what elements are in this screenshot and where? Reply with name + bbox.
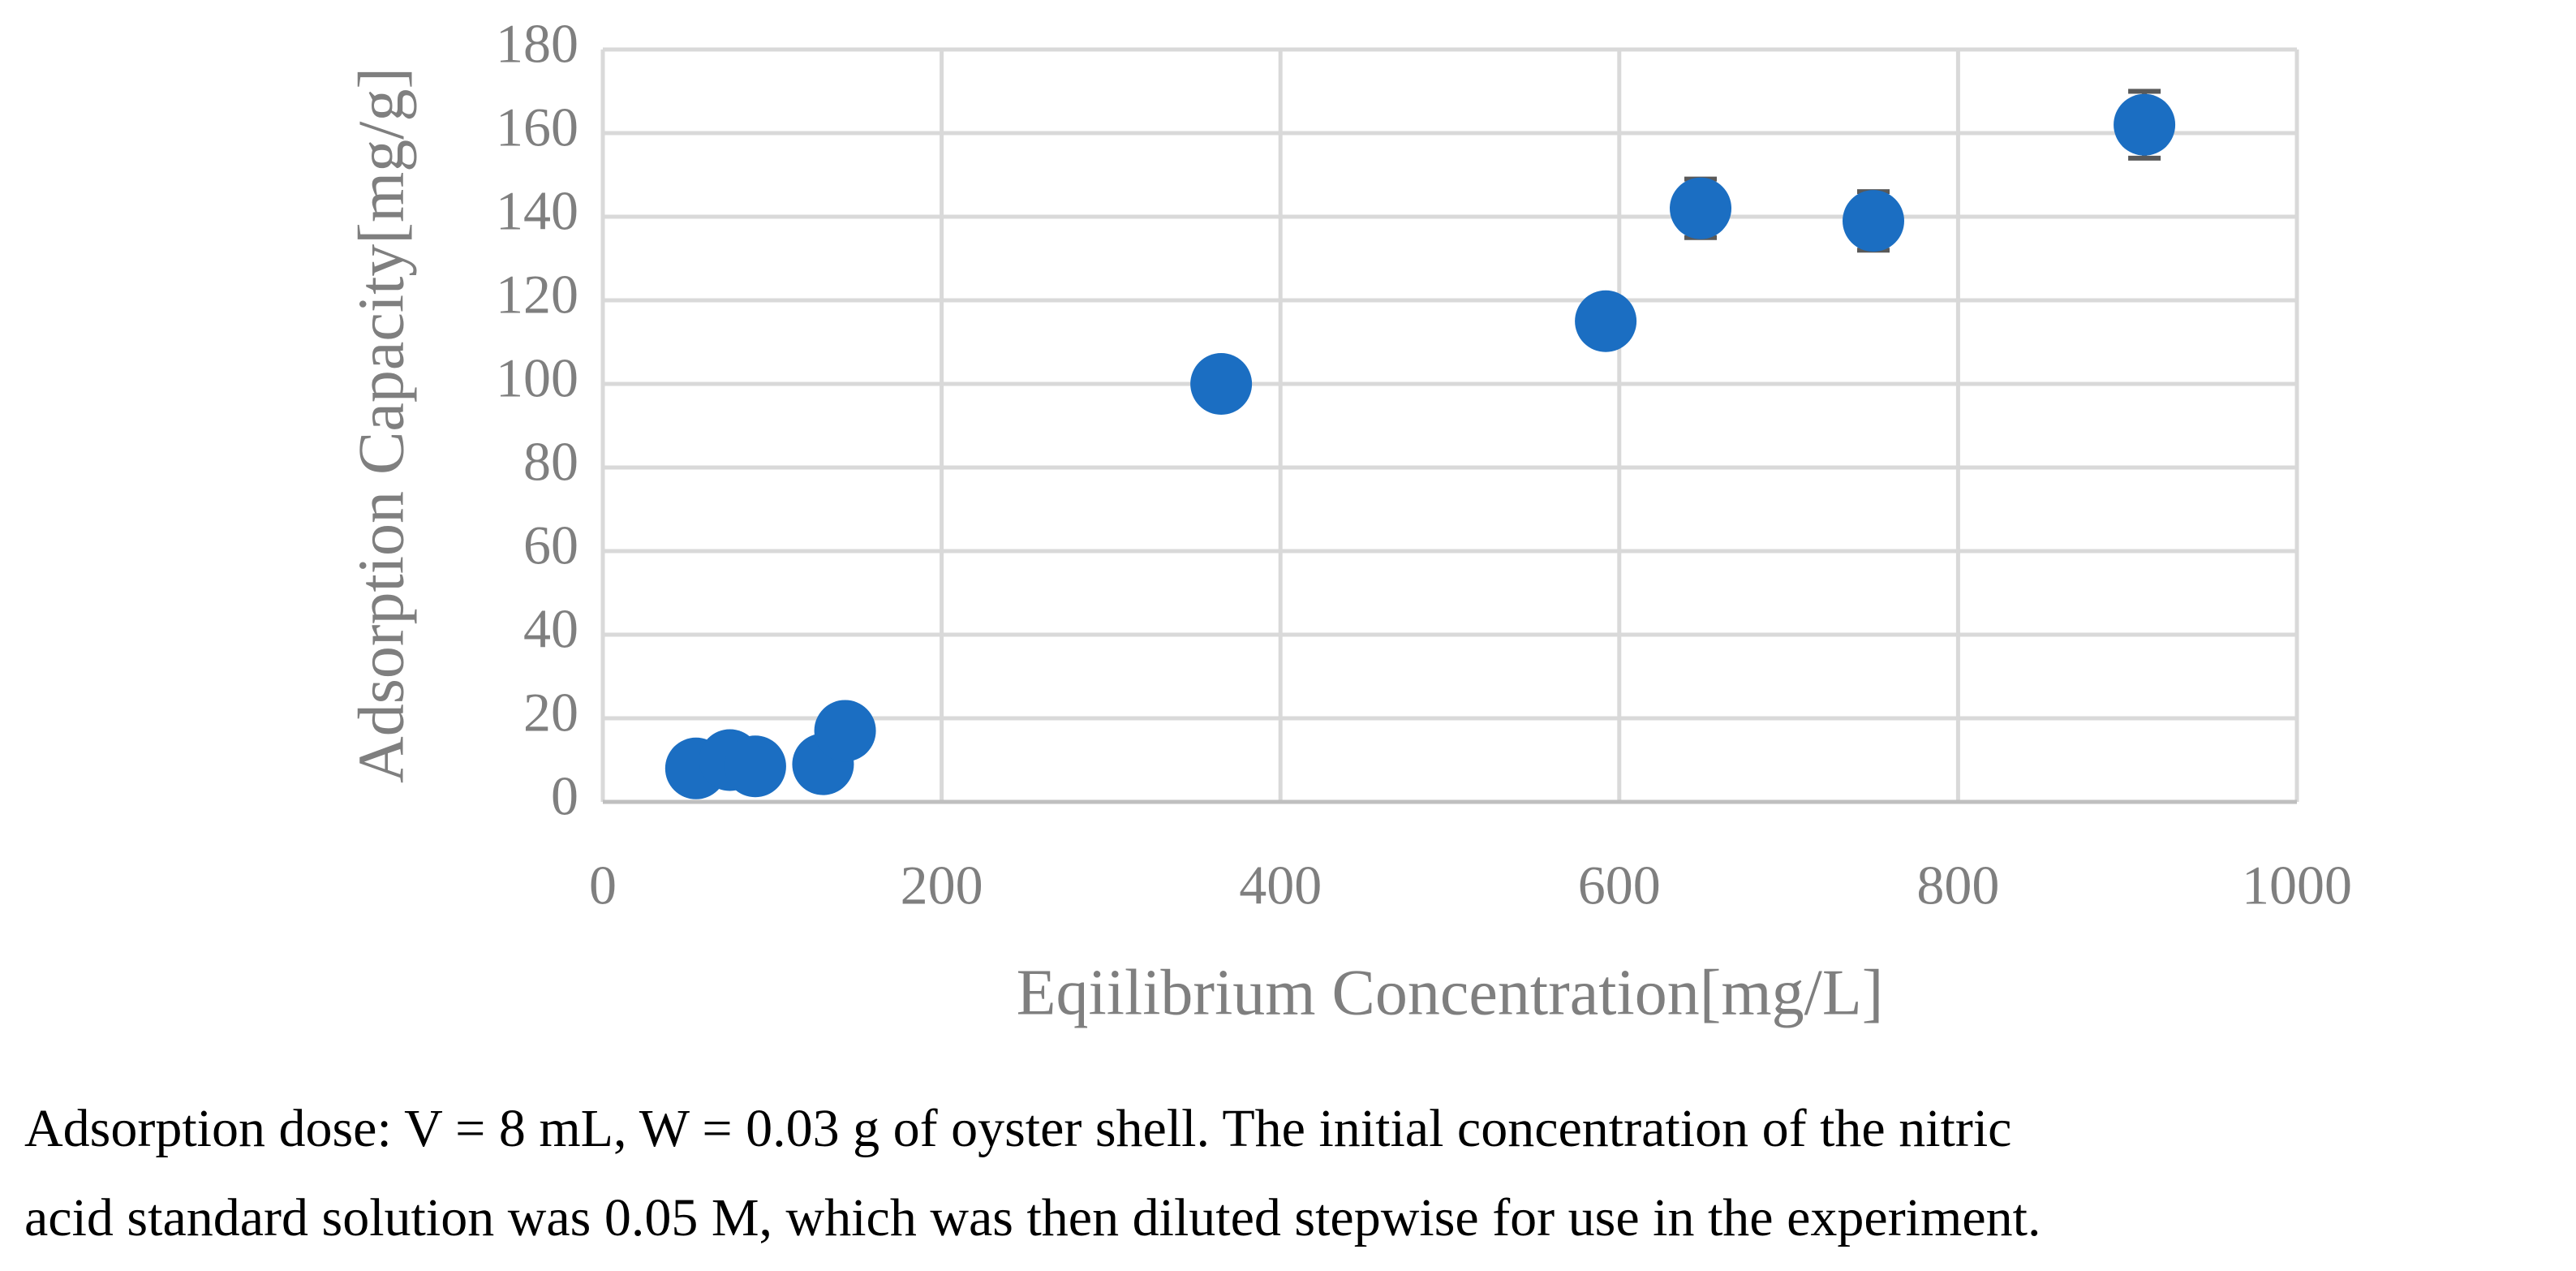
point: [1190, 353, 1253, 415]
x-tick-label: 0: [589, 855, 617, 916]
caption-line: acid standard solution was 0.05 M, which…: [24, 1188, 2041, 1247]
caption-line: Adsorption dose: V = 8 mL, W = 0.03 g of…: [24, 1099, 2011, 1158]
point: [1670, 177, 1732, 239]
x-tick-label: 1000: [2242, 855, 2352, 916]
y-tick-label: 180: [496, 13, 578, 75]
y-tick-label: 140: [496, 180, 578, 242]
y-tick-label: 80: [523, 431, 578, 493]
y-tick-label: 100: [496, 347, 578, 409]
y-tick-label: 160: [496, 97, 578, 158]
x-tick-label: 800: [1916, 855, 1999, 916]
x-tick-label: 400: [1239, 855, 1322, 916]
y-tick-label: 40: [523, 598, 578, 660]
point: [814, 700, 876, 762]
y-tick-label: 60: [523, 515, 578, 576]
y-tick-label: 0: [551, 765, 578, 827]
x-axis-title: Eqiilibrium Concentration[mg/L]: [1017, 957, 1884, 1028]
point: [724, 735, 786, 798]
y-tick-label: 120: [496, 264, 578, 325]
y-axis-title: Adsorption Capacity[mg/g]: [346, 67, 417, 783]
x-tick-label: 200: [901, 855, 983, 916]
point: [1843, 190, 1904, 252]
y-tick-label: 20: [523, 682, 578, 743]
point: [2114, 93, 2176, 156]
point: [1575, 290, 1637, 352]
x-tick-label: 600: [1578, 855, 1661, 916]
